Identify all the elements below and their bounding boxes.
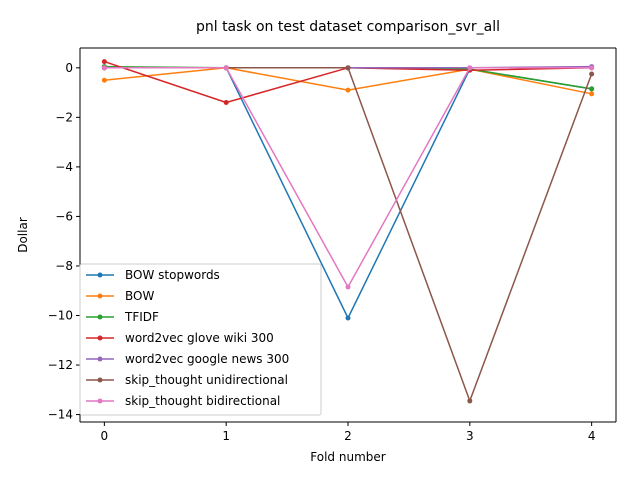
legend-marker xyxy=(97,272,103,278)
data-point xyxy=(589,91,595,97)
y-tick-label: −4 xyxy=(55,160,73,174)
legend-entry: TFIDF xyxy=(86,310,159,324)
legend-marker xyxy=(97,293,103,299)
legend: BOW stopwords BOW TFIDF word2vec glove wiki… xyxy=(79,263,322,416)
legend-entry: BOW xyxy=(86,289,154,303)
series-skip-thought-bidirectional xyxy=(101,65,595,290)
legend-entry: BOW stopwords xyxy=(86,268,220,282)
axes: 0 1 2 3 4 0 −2 −4 −6 −8 −10 −12 −14 xyxy=(48,61,596,443)
legend-label: skip_thought unidirectional xyxy=(125,373,288,387)
legend-marker xyxy=(97,398,103,404)
y-tick-label: −6 xyxy=(55,209,73,223)
y-tick-label: −10 xyxy=(48,308,73,322)
data-point xyxy=(345,284,351,290)
legend-label: word2vec google news 300 xyxy=(125,352,289,366)
x-tick-label: 2 xyxy=(344,429,352,443)
data-point xyxy=(345,315,351,321)
legend-marker xyxy=(97,356,103,362)
data-point xyxy=(589,86,595,92)
legend-label: TFIDF xyxy=(124,310,159,324)
data-point xyxy=(101,65,107,71)
legend-label: word2vec glove wiki 300 xyxy=(125,331,274,345)
y-tick-label: −8 xyxy=(55,259,73,273)
legend-label: BOW xyxy=(125,289,154,303)
data-point xyxy=(345,65,351,71)
legend-entry: word2vec google news 300 xyxy=(86,352,289,366)
legend-box xyxy=(79,263,322,416)
data-point xyxy=(589,71,595,77)
y-tick-label: −12 xyxy=(48,358,73,372)
y-tick-label: 0 xyxy=(65,61,73,75)
x-tick-label: 3 xyxy=(466,429,474,443)
data-point xyxy=(589,65,595,71)
data-point xyxy=(223,99,229,105)
legend-entry: skip_thought bidirectional xyxy=(86,394,280,408)
x-tick-label: 4 xyxy=(588,429,596,443)
data-point xyxy=(467,398,473,404)
legend-marker xyxy=(97,314,103,320)
legend-label: skip_thought bidirectional xyxy=(125,394,280,408)
x-tick-label: 0 xyxy=(101,429,109,443)
x-tick-label: 1 xyxy=(222,429,230,443)
legend-marker xyxy=(97,377,103,383)
legend-entry: word2vec glove wiki 300 xyxy=(86,331,274,345)
series-lines xyxy=(101,59,595,404)
legend-marker xyxy=(97,335,103,341)
data-point xyxy=(101,77,107,83)
y-axis-label: Dollar xyxy=(16,217,30,253)
x-axis-label: Fold number xyxy=(310,450,385,464)
chart-title: pnl task on test dataset comparison_svr_… xyxy=(196,19,500,35)
legend-label: BOW stopwords xyxy=(125,268,220,282)
data-point xyxy=(101,59,107,65)
y-tick-label: −2 xyxy=(55,110,73,124)
y-tick-label: −14 xyxy=(48,408,73,422)
legend-entry: skip_thought unidirectional xyxy=(86,373,288,387)
data-point xyxy=(467,65,473,71)
data-point xyxy=(223,65,229,71)
data-point xyxy=(345,87,351,93)
